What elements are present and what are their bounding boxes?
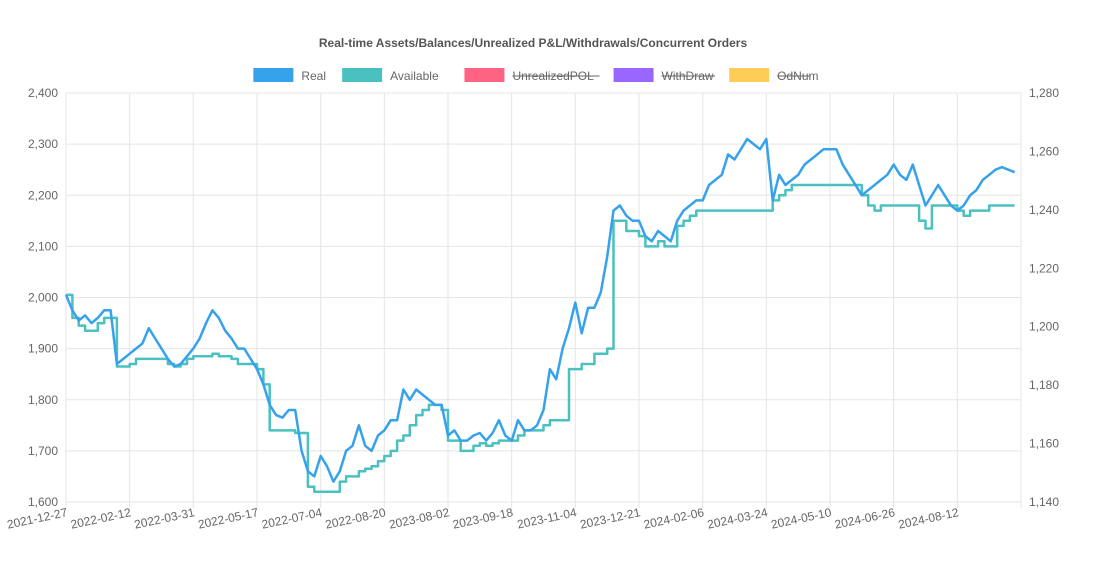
- x-tick-label: 2023-09-18: [451, 505, 514, 532]
- legend-item-real[interactable]: Real: [253, 68, 326, 83]
- series-layer: [64, 137, 1016, 494]
- series-line-real: [64, 137, 1016, 483]
- grid-lines: [65, 92, 1022, 508]
- y-left-tick-label: 1,700: [28, 444, 58, 458]
- x-tick-label: 2022-07-04: [260, 505, 323, 532]
- y-right-axis: 1,140 1,160 1,180 1,200 1,220 1,240 1,260 1,280: [1029, 86, 1059, 509]
- legend-swatch: [464, 68, 505, 82]
- x-tick-label: 2023-11-04: [516, 505, 578, 531]
- x-tick-label: 2024-02-06: [642, 505, 705, 532]
- x-tick-label: 2021-12-27: [6, 505, 69, 532]
- y-left-tick-label: 2,000: [28, 291, 58, 305]
- legend-item-withdraw[interactable]: WithDraw: [613, 68, 716, 83]
- y-right-tick-label: 1,140: [1029, 495, 1059, 509]
- y-right-tick-label: 1,240: [1029, 203, 1059, 217]
- legend[interactable]: Real Available UnrealizedPOL WithDraw OdNum: [253, 68, 818, 83]
- x-tick-label: 2022-08-20: [324, 505, 387, 532]
- legend-swatch: [253, 68, 294, 82]
- x-axis: 2021-12-27 2022-02-12 2022-03-31 2022-05-17…: [6, 505, 961, 532]
- x-tick-label: 2023-08-02: [388, 505, 451, 532]
- y-left-tick-label: 2,200: [28, 188, 58, 202]
- x-tick-label: 2024-08-12: [897, 505, 960, 532]
- y-left-axis: 1,600 1,700 1,800 1,900 2,000 2,100 2,200 2,300…: [28, 86, 58, 509]
- legend-item-odnum[interactable]: OdNum: [729, 68, 818, 83]
- y-left-tick-label: 2,300: [28, 137, 58, 151]
- chart-title: Real-time Assets/Balances/Unrealized P&L…: [319, 36, 748, 50]
- legend-item-available[interactable]: Available: [342, 68, 439, 83]
- y-right-tick-label: 1,200: [1029, 320, 1059, 334]
- y-right-tick-label: 1,180: [1029, 378, 1059, 392]
- x-tick-label: 2024-05-10: [770, 505, 833, 532]
- y-right-tick-label: 1,260: [1029, 144, 1059, 158]
- y-left-tick-label: 2,100: [28, 239, 58, 253]
- series-line-available: [66, 183, 1015, 494]
- x-tick-label: 2024-06-26: [833, 505, 896, 532]
- x-tick-label: 2023-12-21: [579, 505, 642, 532]
- x-tick-label: 2022-03-31: [133, 505, 196, 532]
- x-tick-label: 2022-05-17: [197, 505, 260, 532]
- y-right-tick-label: 1,160: [1029, 437, 1059, 451]
- y-left-tick-label: 2,400: [28, 86, 58, 100]
- x-tick-label: 2022-02-12: [69, 505, 132, 532]
- legend-item-unrealizedpol[interactable]: UnrealizedPOL: [464, 68, 600, 83]
- y-right-tick-label: 1,220: [1029, 261, 1059, 275]
- y-left-tick-label: 1,800: [28, 393, 58, 407]
- y-left-tick-label: 1,900: [28, 342, 58, 356]
- y-left-tick-label: 1,600: [28, 495, 58, 509]
- legend-swatch: [729, 68, 770, 82]
- legend-swatch: [342, 68, 383, 82]
- y-right-tick-label: 1,280: [1029, 86, 1059, 100]
- legend-label: Available: [390, 69, 439, 83]
- x-tick-label: 2024-03-24: [706, 505, 769, 532]
- legend-swatch: [613, 68, 654, 82]
- legend-label: Real: [301, 69, 326, 83]
